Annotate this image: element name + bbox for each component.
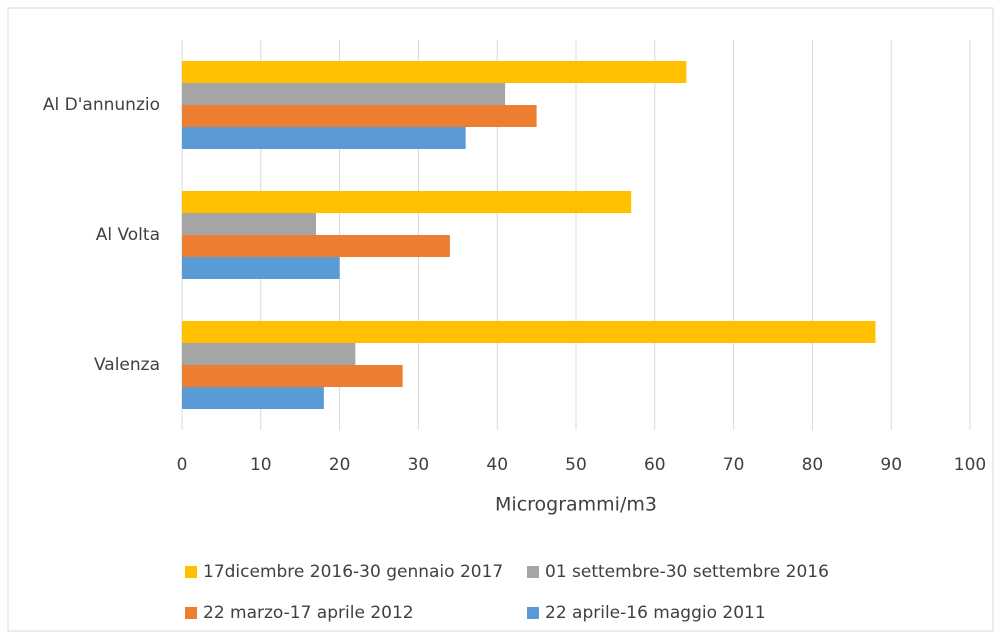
legend-label: 22 aprile-16 maggio 2011 [545, 603, 766, 623]
bar [182, 127, 466, 149]
bar [182, 387, 324, 409]
bar [182, 365, 403, 387]
legend-label: 22 marzo-17 aprile 2012 [203, 603, 414, 623]
bar [182, 257, 340, 279]
x-axis-title: Microgrammi/m3 [495, 494, 657, 516]
legend-label: 17dicembre 2016-30 gennaio 2017 [203, 562, 503, 582]
x-tick-label: 60 [644, 455, 666, 475]
legend-swatch [185, 566, 197, 578]
x-tick-label: 50 [565, 455, 587, 475]
bar [182, 321, 876, 343]
bar [182, 61, 687, 83]
x-tick-label: 20 [329, 455, 351, 475]
bar [182, 191, 632, 213]
bar [182, 105, 537, 127]
legend-label: 01 settembre-30 settembre 2016 [545, 562, 829, 582]
y-tick-label: Al Volta [96, 225, 160, 245]
bar [182, 235, 450, 257]
legend-swatch [185, 607, 197, 619]
x-tick-label: 80 [802, 455, 824, 475]
x-tick-label: 30 [408, 455, 430, 475]
bar [182, 83, 506, 105]
legend-swatch [527, 607, 539, 619]
x-tick-label: 10 [250, 455, 272, 475]
x-tick-label: 70 [723, 455, 745, 475]
x-tick-label: 40 [486, 455, 508, 475]
x-tick-label: 0 [177, 455, 188, 475]
y-tick-label: Valenza [94, 355, 160, 375]
legend-swatch [527, 566, 539, 578]
x-tick-label: 90 [880, 455, 902, 475]
x-tick-label: 100 [954, 455, 986, 475]
y-tick-label: Al D'annunzio [43, 95, 160, 115]
bar [182, 343, 356, 365]
bar [182, 213, 316, 235]
